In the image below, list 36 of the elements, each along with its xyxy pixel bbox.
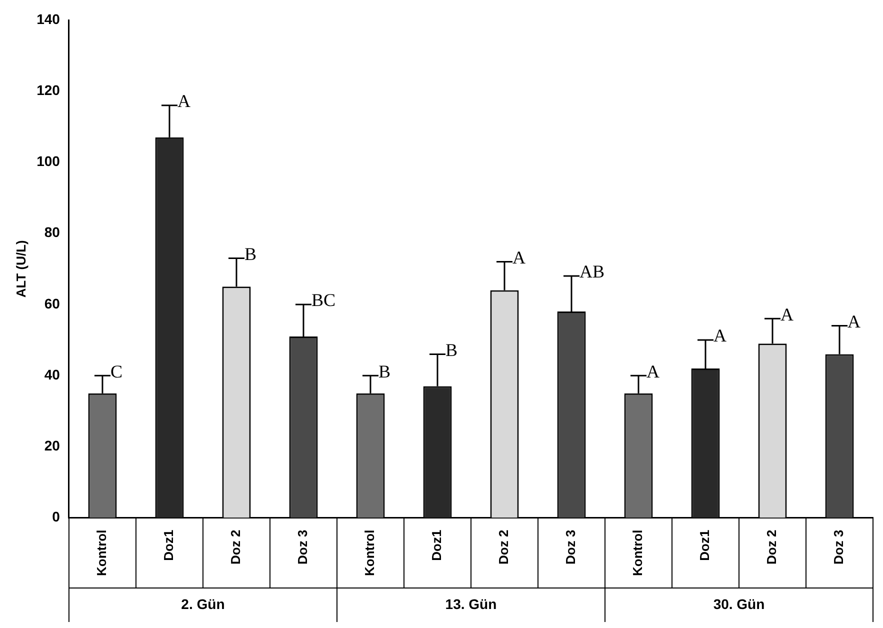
y-tick-label: 80 bbox=[44, 224, 60, 240]
x-tick-label: Doz1 bbox=[697, 530, 712, 561]
annotation: B bbox=[378, 361, 390, 382]
annotation: A bbox=[646, 361, 660, 382]
annotation: B bbox=[445, 340, 458, 360]
x-tick-label: Doz1 bbox=[161, 530, 176, 561]
annotation: A bbox=[848, 312, 860, 332]
x-tick-label: Kontrol bbox=[630, 530, 646, 576]
annotation: A bbox=[177, 91, 190, 112]
annotation: A bbox=[713, 326, 726, 346]
text: 2. Gün bbox=[181, 596, 225, 612]
annotation: A bbox=[512, 248, 526, 268]
annotation: AB bbox=[579, 262, 604, 282]
annotation: C bbox=[110, 361, 122, 382]
y-tick-label: 60 bbox=[44, 295, 60, 312]
x-tick-label: Doz1 bbox=[429, 530, 444, 561]
annotation: A bbox=[780, 304, 794, 324]
y-axis-title: ALT (U/L) bbox=[13, 240, 28, 298]
x-tick-label: Doz 3 bbox=[831, 530, 846, 564]
y-tick-label: 0 bbox=[52, 508, 60, 525]
annotation: B bbox=[244, 244, 256, 264]
y-tick-label: 140 bbox=[36, 10, 60, 27]
x-tick-label: Doz 2 bbox=[496, 530, 512, 564]
x-tick-label: Doz 2 bbox=[228, 530, 244, 564]
y-tick-label: 100 bbox=[36, 153, 60, 170]
annotation: BC bbox=[311, 290, 336, 310]
x-tick-label: Doz 3 bbox=[295, 530, 310, 564]
x-tick-label: Doz 2 bbox=[764, 530, 780, 564]
y-tick-label: 120 bbox=[36, 82, 60, 98]
x-tick-label: Kontrol bbox=[94, 530, 110, 576]
y-tick-label: 20 bbox=[44, 438, 60, 454]
text: 13. Gün bbox=[445, 596, 497, 612]
x-tick-label: Doz 3 bbox=[563, 530, 578, 564]
x-tick-label: Kontrol bbox=[362, 530, 378, 576]
y-tick-label: 40 bbox=[44, 366, 60, 382]
text: 30. Gün bbox=[713, 596, 765, 612]
